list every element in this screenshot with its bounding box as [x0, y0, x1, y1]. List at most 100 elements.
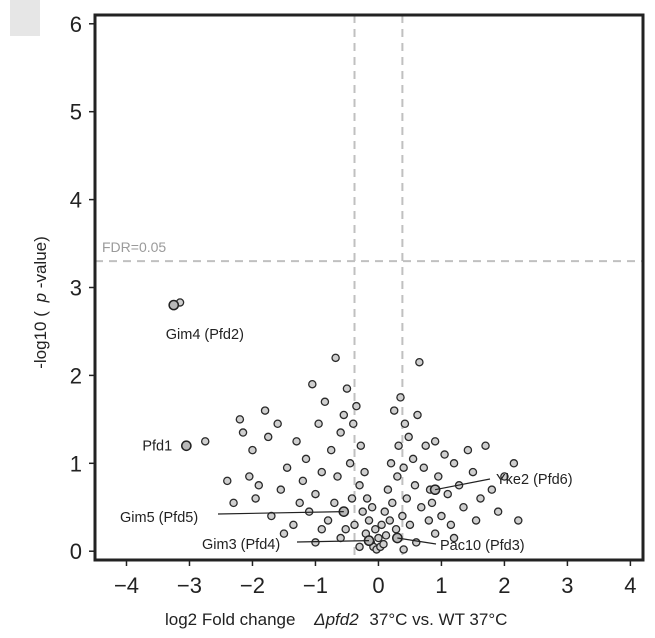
data-point — [317, 467, 327, 477]
data-point — [330, 498, 339, 508]
data-point — [449, 533, 459, 543]
x-tick-label: 1 — [435, 573, 447, 598]
y-tick-label: 3 — [70, 276, 82, 301]
data-point — [430, 529, 440, 538]
data-point — [331, 353, 340, 363]
point-annotation-label: Pfd1 — [142, 439, 172, 455]
data-point — [323, 516, 333, 525]
data-point — [320, 397, 330, 407]
annotation-leader-line — [435, 478, 491, 491]
data-point — [336, 428, 345, 437]
point-annotation-label: Gim4 (Pfd2) — [166, 327, 244, 343]
data-point — [421, 441, 430, 450]
x-tick-label: −3 — [177, 573, 202, 598]
y-axis-title-part2: p — [31, 293, 50, 303]
data-point — [417, 503, 426, 512]
data-point — [339, 410, 349, 420]
data-point — [509, 459, 519, 468]
data-point — [355, 542, 364, 552]
data-point — [399, 545, 408, 554]
y-tick-label: 0 — [70, 539, 82, 564]
data-point — [404, 432, 413, 442]
data-point — [289, 520, 298, 530]
data-point — [263, 432, 273, 442]
corner-box — [10, 0, 40, 36]
data-point — [419, 463, 429, 472]
x-axis-title-part2: Δpfd2 — [313, 610, 359, 629]
data-point — [391, 524, 401, 534]
data-point — [437, 511, 446, 521]
data-point — [424, 516, 434, 525]
data-point — [396, 393, 405, 402]
x-tick-label: 2 — [498, 573, 510, 598]
data-point — [413, 410, 422, 420]
data-point — [362, 494, 372, 503]
data-point — [273, 419, 282, 428]
x-axis-title: log2 Fold change Δpfd2 37°C vs. WT 37°C — [165, 610, 507, 629]
data-point — [487, 485, 497, 494]
y-axis-title: -log10 ( p -value) — [31, 236, 50, 369]
data-point — [405, 520, 415, 530]
data-point — [468, 467, 478, 477]
highlighted-point — [168, 299, 180, 311]
data-point — [386, 459, 396, 468]
y-tick-label: 6 — [70, 12, 82, 37]
data-point — [245, 472, 254, 481]
data-point — [385, 516, 395, 525]
data-point — [393, 472, 402, 481]
data-point — [251, 494, 260, 503]
fdr-threshold-label: FDR=0.05 — [102, 239, 166, 255]
data-point — [223, 476, 232, 486]
data-point — [358, 507, 367, 516]
data-point — [459, 503, 468, 512]
point-annotation-label: Gim5 (Pfd5) — [120, 510, 198, 526]
annotation-leader-line — [217, 511, 344, 515]
data-point — [411, 538, 421, 547]
data-point — [276, 485, 286, 494]
data-point — [282, 463, 292, 472]
data-point — [389, 406, 399, 415]
data-point — [326, 445, 336, 455]
data-point — [463, 445, 473, 455]
data-point — [349, 419, 358, 428]
data-point — [238, 428, 248, 437]
x-axis-ticks: −4 −3 −2 −1 0 1 2 3 4 — [114, 560, 637, 598]
highlighted-point — [180, 440, 192, 452]
data-point — [298, 476, 308, 486]
x-tick-label: 4 — [624, 573, 636, 598]
data-point — [341, 524, 350, 534]
data-point — [402, 494, 412, 503]
data-point — [398, 511, 407, 521]
data-point — [449, 459, 459, 468]
data-point — [333, 472, 342, 481]
y-tick-label: 2 — [70, 363, 82, 388]
data-point — [355, 481, 364, 490]
data-point — [388, 498, 397, 508]
data-point — [364, 516, 374, 525]
data-point — [292, 437, 301, 446]
y-axis-title-part3: -value) — [31, 236, 50, 288]
data-point — [415, 357, 424, 367]
data-point — [379, 539, 388, 549]
data-point — [279, 529, 289, 538]
annotations: Gim4 (Pfd2) Pfd1 Gim5 (Pfd5)Gim3 (Pfd4) Yke… — [120, 299, 573, 554]
data-point — [443, 489, 452, 499]
data-point — [430, 437, 440, 446]
data-point — [367, 503, 377, 512]
data-point — [427, 498, 437, 508]
data-point — [481, 441, 490, 450]
data-point — [371, 524, 380, 534]
point-annotation-label: Yke2 (Pfd6) — [496, 472, 573, 488]
data-point — [440, 450, 449, 459]
data-point — [434, 472, 443, 481]
data-point — [311, 489, 320, 499]
y-axis-title-part1: -log10 ( — [31, 311, 50, 369]
data-point — [295, 498, 304, 508]
data-point — [311, 538, 320, 547]
data-point — [399, 463, 408, 472]
y-tick-label: 1 — [70, 451, 82, 476]
data-point — [380, 507, 389, 516]
data-point — [308, 379, 317, 389]
data-point — [301, 454, 311, 464]
